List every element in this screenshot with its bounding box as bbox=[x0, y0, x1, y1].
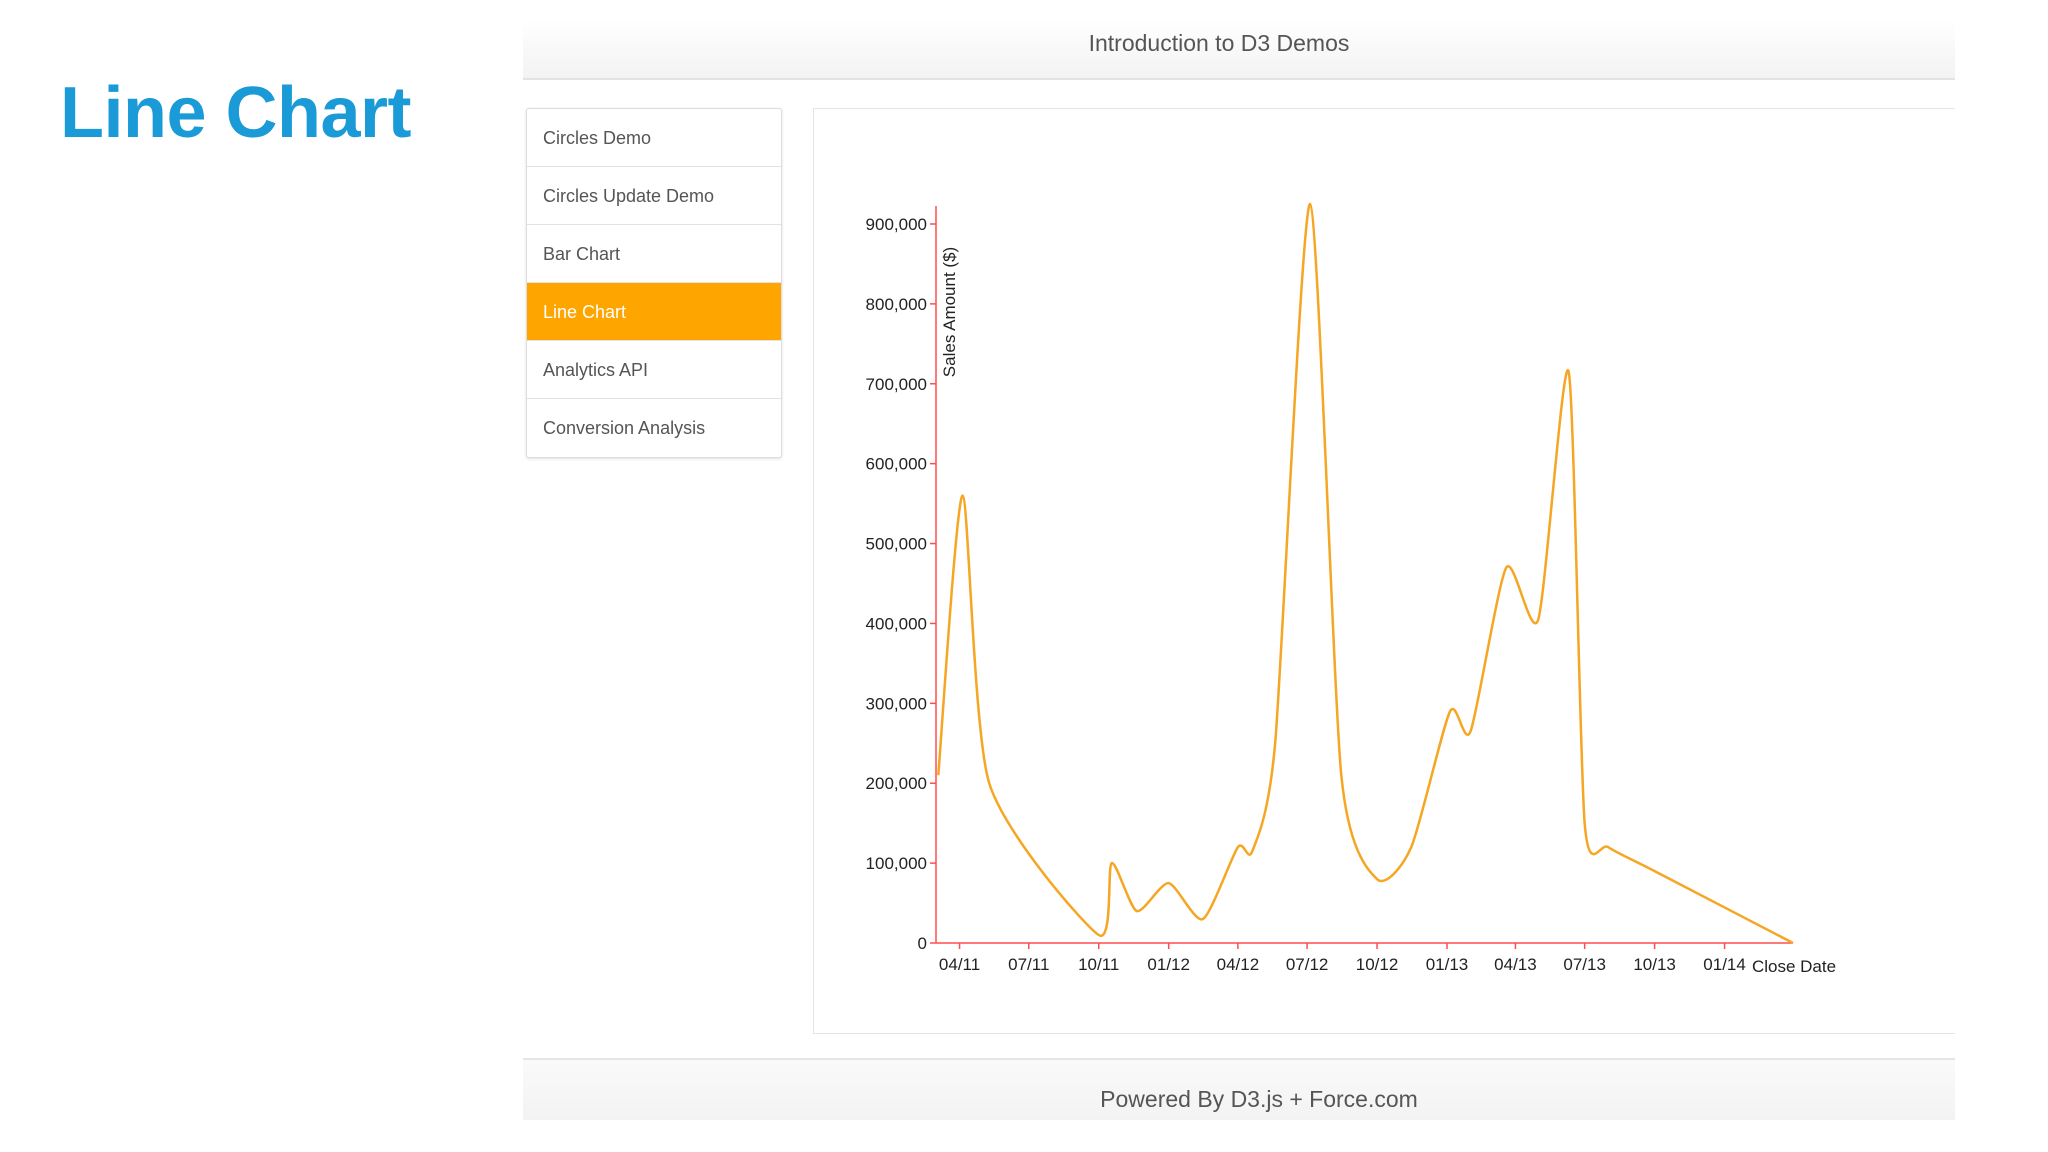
footer-text: Powered By D3.js + Force.com bbox=[1100, 1086, 1418, 1112]
app-title: Introduction to D3 Demos bbox=[1088, 30, 1350, 56]
line-chart: 0 100,000 200,000 300,000 400,000 500,000 600,… bbox=[866, 202, 1836, 976]
y-tick-label: 200,000 bbox=[866, 774, 927, 793]
app-footer: Powered By D3.js + Force.com bbox=[523, 1058, 1955, 1120]
x-tick-label: 10/12 bbox=[1356, 955, 1399, 974]
y-tick-label: 300,000 bbox=[866, 694, 927, 713]
x-tick-label: 07/11 bbox=[1008, 955, 1049, 974]
sales-line bbox=[937, 202, 1794, 945]
y-axis-label: Sales Amount ($) bbox=[940, 247, 959, 377]
nav-menu: Circles Demo Circles Update Demo Bar Cha… bbox=[526, 108, 782, 458]
y-tick-label: 0 bbox=[918, 934, 927, 953]
x-tick-label: 01/13 bbox=[1426, 955, 1469, 974]
x-tick-label: 01/14 bbox=[1703, 955, 1746, 974]
x-tick-label: 07/12 bbox=[1286, 955, 1329, 974]
y-tick-label: 600,000 bbox=[866, 455, 927, 474]
y-tick-label: 400,000 bbox=[866, 614, 927, 633]
x-tick-label: 04/11 bbox=[939, 955, 980, 974]
y-tick-label: 500,000 bbox=[866, 535, 927, 554]
nav-item-conversion-analysis[interactable]: Conversion Analysis bbox=[543, 418, 706, 438]
nav-item-line-chart[interactable]: Line Chart bbox=[527, 283, 781, 341]
x-tick-label: 04/12 bbox=[1217, 955, 1260, 974]
x-axis-label: Close Date bbox=[1752, 957, 1836, 976]
nav-item-bar-chart[interactable]: Bar Chart bbox=[527, 225, 781, 283]
y-tick-label: 700,000 bbox=[866, 375, 927, 394]
nav-item-circles-demo[interactable]: Circles Demo bbox=[527, 109, 781, 167]
x-tick-label: 10/13 bbox=[1633, 955, 1676, 974]
y-tick-label: 800,000 bbox=[866, 295, 927, 314]
nav-item-analytics-api[interactable]: Analytics API bbox=[527, 341, 781, 399]
app-header: Introduction to D3 Demos bbox=[523, 18, 1955, 80]
nav-item-circles-update-demo[interactable]: Circles Update Demo bbox=[527, 167, 781, 225]
x-tick-label: 01/12 bbox=[1147, 955, 1190, 974]
x-tick-label: 07/13 bbox=[1563, 955, 1606, 974]
y-tick-label: 100,000 bbox=[866, 854, 927, 873]
y-tick-label: 900,000 bbox=[866, 215, 927, 234]
chart-panel: 0 100,000 200,000 300,000 400,000 500,000 600,… bbox=[813, 108, 1955, 1034]
x-tick-label: 10/11 bbox=[1078, 955, 1119, 974]
x-tick-label: 04/13 bbox=[1494, 955, 1537, 974]
slide-title: Line Chart bbox=[60, 73, 412, 153]
